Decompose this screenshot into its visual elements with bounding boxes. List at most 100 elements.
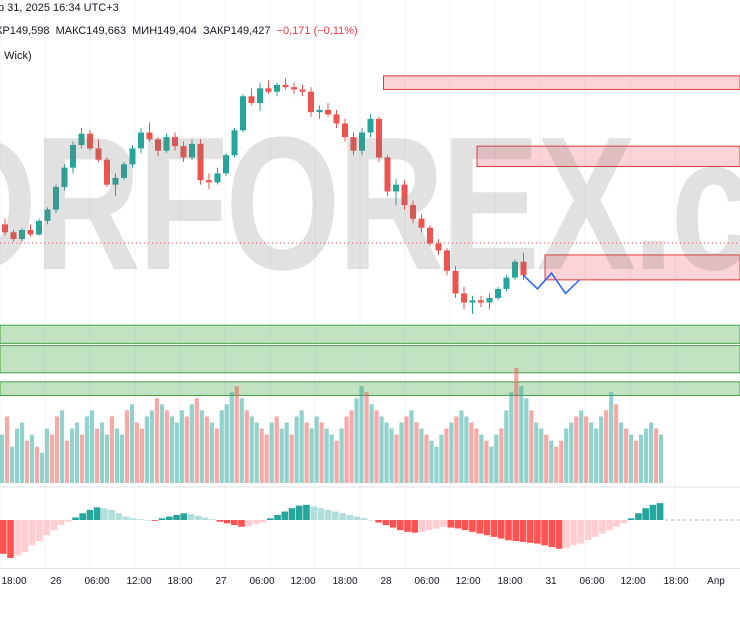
time-axis-label: 12:00 <box>290 576 316 587</box>
volume-bar <box>599 416 604 483</box>
momentum-bar <box>122 516 130 520</box>
volume-bar <box>514 368 519 483</box>
volume-bar <box>609 392 614 483</box>
time-axis-label: 06:00 <box>579 576 605 587</box>
volume-bar <box>364 392 369 483</box>
momentum-bar <box>57 520 65 526</box>
time-axis-label: 06:00 <box>84 576 110 587</box>
volume-bar <box>469 422 474 483</box>
candle-body <box>36 220 42 235</box>
volume-bar <box>659 434 664 483</box>
candle-body <box>350 137 357 151</box>
volume-bar <box>104 434 110 483</box>
candle-body <box>189 143 195 158</box>
candle-body <box>376 118 382 158</box>
volume-bar <box>439 434 444 483</box>
volume-bar <box>424 434 429 483</box>
candle-body <box>248 96 255 104</box>
momentum-bar <box>187 514 195 520</box>
momentum-bar <box>14 520 22 556</box>
volume-bar <box>24 440 30 483</box>
momentum-bar <box>252 520 260 525</box>
candle-body <box>359 132 365 151</box>
candle-body <box>78 133 85 145</box>
momentum-bar <box>274 514 281 520</box>
momentum-bar <box>454 520 462 529</box>
momentum-bar <box>375 520 382 523</box>
volume-bar <box>484 440 489 483</box>
candle-body <box>214 173 221 183</box>
candle-body <box>61 167 68 187</box>
momentum-bar <box>21 520 29 553</box>
volume-bar <box>79 434 85 483</box>
time-axis-label: 28 <box>380 576 392 587</box>
volume-bar <box>414 422 419 483</box>
candle-body <box>384 157 391 192</box>
momentum-bar <box>635 513 642 520</box>
volume-bar <box>349 410 354 483</box>
time-axis-label: 18:00 <box>663 576 689 587</box>
volume-bar <box>519 386 524 483</box>
momentum-bar <box>577 520 585 544</box>
momentum-bar <box>339 513 346 520</box>
time-axis-label: 27 <box>215 576 227 587</box>
time-axis-label: 06:00 <box>249 576 275 587</box>
momentum-bar <box>382 520 390 526</box>
volume-bar <box>604 410 609 483</box>
support-zone <box>0 345 740 374</box>
momentum-bar <box>562 520 570 548</box>
momentum-bar <box>230 520 238 526</box>
momentum-bar <box>180 513 188 520</box>
candle-body <box>180 146 187 158</box>
momentum-bar <box>447 520 455 528</box>
momentum-bar <box>505 520 512 541</box>
volume-bar <box>99 422 105 483</box>
momentum-bar <box>396 520 404 531</box>
momentum-bar <box>368 520 375 521</box>
momentum-bar <box>259 520 267 523</box>
momentum-layer <box>0 503 664 558</box>
projection-line <box>522 271 581 295</box>
candle-body <box>223 155 229 174</box>
candle-body <box>478 300 484 303</box>
volume-bar <box>14 428 20 483</box>
volume-bar <box>44 428 50 483</box>
candle-body <box>104 159 110 185</box>
candle-body <box>316 109 323 113</box>
volume-bar <box>549 440 554 483</box>
momentum-bar <box>129 518 137 520</box>
volume-bar <box>89 410 95 483</box>
volume-bar <box>244 410 249 483</box>
volume-bar <box>254 422 259 483</box>
candle-body <box>512 261 518 278</box>
momentum-bar <box>202 517 209 520</box>
indicator-legend: , Wick) <box>0 50 32 62</box>
ohlc-low: МИН149,404 <box>132 25 197 37</box>
momentum-bar <box>620 520 628 524</box>
momentum-bar <box>166 516 173 520</box>
volume-bar <box>454 416 459 483</box>
momentum-bar <box>50 520 58 531</box>
volume-bar <box>54 416 60 483</box>
momentum-bar <box>512 520 520 542</box>
candle-body <box>87 133 93 149</box>
momentum-bar <box>461 520 469 531</box>
volume-bar <box>459 410 464 483</box>
momentum-bar <box>519 520 527 542</box>
momentum-bar <box>173 514 180 520</box>
candle-body <box>138 132 144 149</box>
candle-body <box>291 87 297 90</box>
candle-body <box>308 91 314 113</box>
volume-bar <box>324 428 329 483</box>
momentum-bar <box>43 520 50 536</box>
volume-bar <box>304 422 309 483</box>
volume-bar <box>229 392 234 483</box>
volume-bar <box>509 392 514 483</box>
volume-bar <box>59 410 65 483</box>
momentum-bar <box>101 508 108 520</box>
volume-bar <box>29 434 35 483</box>
time-axis-label: 26 <box>50 576 62 587</box>
volume-bar <box>134 422 139 483</box>
volume-bar <box>574 416 579 483</box>
